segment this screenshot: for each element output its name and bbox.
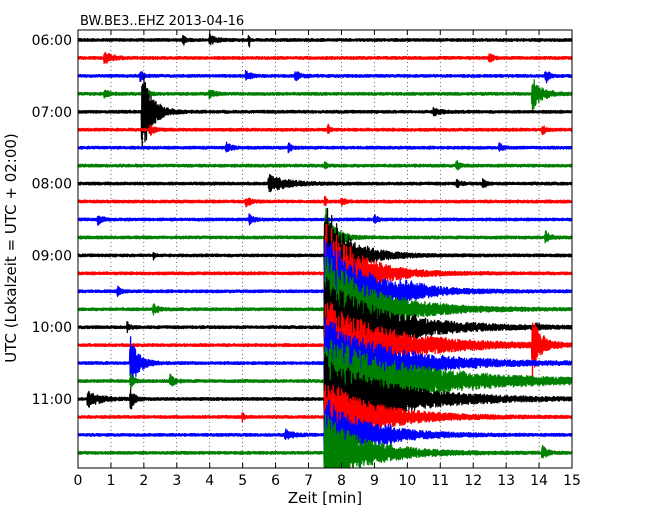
y-tick-label: 09:00	[32, 248, 72, 264]
trace-23	[78, 413, 572, 468]
trace-0	[78, 33, 572, 48]
y-tick-label: 11:00	[32, 392, 72, 408]
x-tick-label: 6	[271, 473, 280, 489]
y-tick-label: 08:00	[32, 177, 72, 193]
ticks: 0 1 2 3 4 5 6 7 8 9 10 11 12 13 14 1506:0007:0008:0009:…	[32, 30, 581, 489]
y-tick-label: 10:00	[32, 320, 72, 336]
x-tick-label: 15	[563, 473, 581, 489]
x-tick-label: 2	[139, 473, 148, 489]
x-tick-label: 7	[304, 473, 313, 489]
chart-title: BW.BE3..EHZ 2013-04-16	[80, 14, 244, 29]
trace-8	[78, 174, 572, 193]
y-axis-label: UTC (Lokalzeit = UTC + 02:00)	[2, 133, 20, 363]
trace-3	[78, 79, 572, 112]
trace-2	[78, 70, 572, 84]
x-tick-label: 8	[337, 473, 346, 489]
trace-9	[78, 196, 572, 208]
x-tick-label: 10	[398, 473, 416, 489]
x-tick-label: 14	[530, 473, 548, 489]
x-tick-label: 0	[74, 473, 83, 489]
y-tick-label: 07:00	[32, 105, 72, 121]
x-axis-label: Zeit [min]	[288, 489, 362, 507]
plot-frame	[77, 29, 573, 469]
x-tick-label: 1	[106, 473, 115, 489]
x-tick-label: 9	[370, 473, 379, 489]
x-tick-label: 4	[205, 473, 214, 489]
x-tick-label: 11	[431, 473, 449, 489]
trace-22	[78, 399, 572, 468]
trace-6	[78, 141, 572, 154]
x-tick-label: 5	[238, 473, 247, 489]
trace-1	[78, 51, 572, 65]
traces	[78, 33, 572, 468]
x-tick-label: 12	[464, 473, 482, 489]
x-tick-label: 3	[172, 473, 181, 489]
trace-5	[78, 123, 572, 136]
trace-4	[78, 75, 572, 149]
trace-7	[78, 159, 572, 171]
x-tick-label: 13	[497, 473, 515, 489]
y-tick-label: 06:00	[32, 33, 72, 49]
